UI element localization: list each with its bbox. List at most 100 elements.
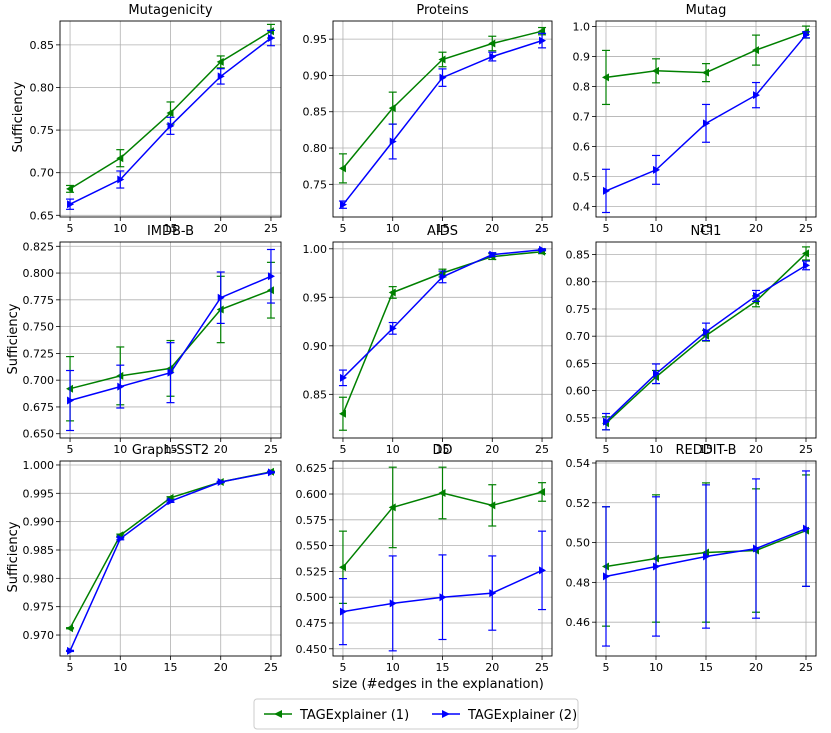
data-point bbox=[66, 184, 74, 193]
data-point bbox=[539, 245, 547, 254]
y-tick-label: 0.700 bbox=[23, 374, 55, 387]
subplot-title: DD bbox=[432, 443, 452, 458]
data-point bbox=[116, 154, 124, 163]
x-tick-label: 10 bbox=[113, 661, 127, 674]
data-point bbox=[488, 39, 496, 48]
x-tick-label: 5 bbox=[67, 443, 74, 456]
data-point bbox=[267, 272, 275, 281]
data-point bbox=[217, 293, 225, 302]
subplot-3: 5 10 15 20 25 0.4 0.5 0.6 0.7 0.8 0.9 1.0 Mutag bbox=[573, 3, 817, 235]
data-point bbox=[703, 552, 710, 561]
series-1 bbox=[338, 26, 547, 184]
data-point bbox=[752, 46, 759, 55]
legend-frame bbox=[253, 698, 579, 730]
y-tick-label: 0.5 bbox=[573, 170, 591, 183]
data-point bbox=[388, 288, 396, 297]
data-point bbox=[602, 73, 609, 82]
data-point bbox=[753, 544, 760, 553]
y-tick-label: 0.95 bbox=[303, 291, 328, 304]
x-tick-label: 25 bbox=[264, 443, 278, 456]
y-tick-label: 0.9 bbox=[573, 50, 591, 63]
subplot-1: 5 10 15 20 25 0.65 0.70 0.75 0.80 0.85 Mutagenicit… bbox=[30, 3, 282, 235]
data-point bbox=[217, 477, 225, 486]
data-point bbox=[803, 30, 810, 39]
data-point bbox=[166, 109, 174, 118]
legend-marker-2 bbox=[442, 710, 450, 718]
data-point bbox=[389, 324, 397, 333]
y-tick-label: 0.975 bbox=[23, 601, 55, 614]
y-tick-label: 0.985 bbox=[23, 544, 55, 557]
x-tick-label: 15 bbox=[699, 661, 713, 674]
y-tick-label: 0.80 bbox=[303, 142, 328, 155]
x-tick-label: 15 bbox=[699, 222, 713, 235]
y-tick-label: 0.600 bbox=[296, 488, 328, 501]
x-tick-label: 15 bbox=[164, 443, 178, 456]
x-tick-label: 15 bbox=[436, 443, 450, 456]
y-tick-label: 0.46 bbox=[566, 616, 591, 629]
subplot-2: 5 10 15 20 25 0.75 0.80 0.85 0.90 0.95 Proteins bbox=[303, 3, 553, 235]
y-tick-label: 0.90 bbox=[303, 69, 328, 82]
y-tick-label: 0.725 bbox=[23, 347, 55, 360]
subplot-title: Mutag bbox=[686, 3, 727, 18]
y-tick-label: 0.85 bbox=[30, 39, 55, 52]
y-tick-label: 0.85 bbox=[566, 249, 591, 262]
x-tick-label: 20 bbox=[485, 443, 499, 456]
x-tick-label: 20 bbox=[214, 443, 228, 456]
data-point bbox=[117, 175, 125, 184]
data-point bbox=[66, 624, 74, 633]
legend: TAGExplainer (1) TAGExplainer (2) bbox=[253, 698, 579, 730]
data-point bbox=[703, 119, 710, 128]
x-tick-label: 25 bbox=[799, 443, 813, 456]
y-tick-label: 1.00 bbox=[303, 243, 328, 256]
data-point bbox=[267, 468, 275, 477]
data-point bbox=[603, 572, 610, 581]
x-tick-label: 5 bbox=[603, 222, 610, 235]
y-tick-label: 0.70 bbox=[566, 330, 591, 343]
y-tick-label: 0.85 bbox=[303, 388, 328, 401]
subplot-8: 5 10 15 20 25 0.450 0.475 0.500 0.525 0.550 0.575 0… bbox=[296, 443, 553, 674]
x-tick-label: 20 bbox=[214, 661, 228, 674]
y-tick-label: 0.450 bbox=[296, 643, 328, 656]
x-tick-label: 10 bbox=[386, 661, 400, 674]
y-tick-label: 0.70 bbox=[30, 167, 55, 180]
y-tick-label: 0.6 bbox=[573, 140, 591, 153]
data-point bbox=[338, 164, 346, 173]
data-point bbox=[653, 165, 660, 174]
data-point bbox=[803, 524, 810, 533]
y-tick-label: 0.85 bbox=[303, 106, 328, 119]
y-tick-label: 0.970 bbox=[23, 629, 55, 642]
subplot-title: Graph-SST2 bbox=[132, 443, 209, 458]
y-tick-label: 0.60 bbox=[566, 385, 591, 398]
data-point bbox=[438, 55, 446, 64]
data-point bbox=[338, 563, 346, 572]
x-tick-label: 10 bbox=[649, 661, 663, 674]
y-tick-label: 0.995 bbox=[23, 487, 55, 500]
y-axis-label-row3: Sufficiency bbox=[6, 521, 21, 592]
data-point bbox=[488, 501, 496, 510]
series-2 bbox=[66, 29, 275, 210]
subplot-6: 5 10 15 20 25 0.55 0.60 0.65 0.70 0.75 0.80 0.85 NCI… bbox=[566, 224, 817, 456]
y-tick-label: 0.4 bbox=[573, 200, 591, 213]
series-2 bbox=[66, 468, 275, 655]
y-tick-label: 0.55 bbox=[566, 412, 591, 425]
data-point bbox=[653, 369, 660, 378]
subplot-title: NCI1 bbox=[691, 224, 722, 239]
data-point bbox=[388, 104, 396, 113]
data-point bbox=[439, 593, 447, 602]
y-tick-label: 0.990 bbox=[23, 516, 55, 529]
data-point bbox=[539, 36, 547, 45]
data-point bbox=[603, 417, 610, 426]
x-tick-label: 20 bbox=[214, 222, 228, 235]
x-tick-label: 5 bbox=[339, 443, 346, 456]
data-point bbox=[67, 396, 75, 405]
x-tick-label: 20 bbox=[749, 443, 763, 456]
y-tick-label: 1.0 bbox=[573, 20, 591, 33]
y-tick-label: 0.65 bbox=[30, 209, 55, 222]
x-tick-label: 5 bbox=[67, 222, 74, 235]
data-point bbox=[703, 327, 710, 336]
series-1 bbox=[338, 466, 547, 604]
y-tick-label: 0.8 bbox=[573, 80, 591, 93]
y-tick-label: 0.75 bbox=[30, 124, 55, 137]
data-point bbox=[653, 562, 660, 571]
